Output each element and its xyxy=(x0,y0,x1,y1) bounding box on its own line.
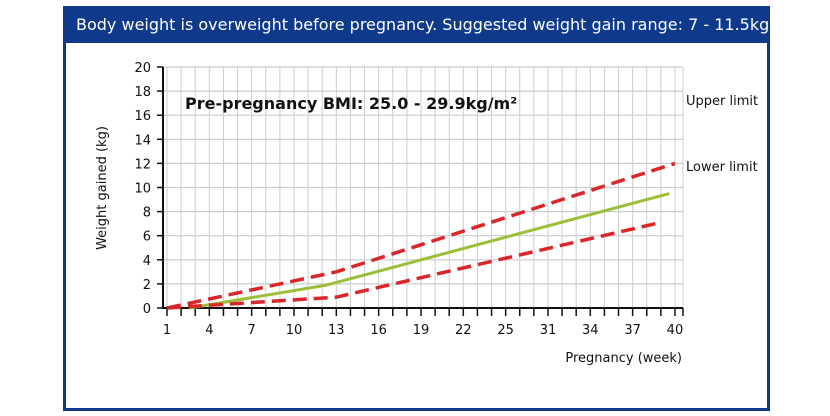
y-tick-label: 16 xyxy=(134,109,151,124)
y-tick-label: 8 xyxy=(143,206,151,221)
x-tick-label: 19 xyxy=(413,323,430,338)
bmi-annotation: Pre-pregnancy BMI: 25.0 - 29.9kg/m² xyxy=(185,94,517,113)
y-tick-label: 18 xyxy=(134,85,151,100)
x-tick-label: 1 xyxy=(163,323,171,338)
x-tick-label: 13 xyxy=(328,323,345,338)
x-tick-label: 34 xyxy=(582,323,599,338)
x-tick-label: 10 xyxy=(286,323,303,338)
y-tick-label: 12 xyxy=(134,157,151,172)
x-tick-label: 40 xyxy=(667,323,684,338)
x-tick-label: 37 xyxy=(624,323,641,338)
grid xyxy=(163,66,684,309)
y-axis-label: Weight gained (kg) xyxy=(95,126,110,250)
x-tick-label: 16 xyxy=(370,323,387,338)
chart-header: Body weight is overweight before pregnan… xyxy=(66,9,769,43)
y-tick-label: 14 xyxy=(134,133,151,148)
y-tick-label: 0 xyxy=(143,302,151,317)
y-tick-label: 4 xyxy=(143,254,151,269)
y-tick-label: 2 xyxy=(143,278,151,293)
y-tick-label: 6 xyxy=(143,230,151,245)
legend-lower-limit: Lower limit xyxy=(686,160,758,175)
legend-upper-limit: Upper limit xyxy=(686,94,758,109)
x-tick-label: 31 xyxy=(540,323,557,338)
series-upper-limit xyxy=(166,161,676,310)
x-tick-label: 4 xyxy=(205,323,213,338)
x-tick-label: 22 xyxy=(455,323,472,338)
x-tick-label: 25 xyxy=(497,323,514,338)
x-axis-label: Pregnancy (week) xyxy=(565,351,682,366)
series-lines xyxy=(166,161,676,310)
series-recommended xyxy=(189,192,670,310)
series-lower-limit xyxy=(166,220,662,310)
x-tick-label: 7 xyxy=(248,323,256,338)
y-tick-label: 20 xyxy=(134,61,151,76)
y-tick-label: 10 xyxy=(134,182,151,197)
